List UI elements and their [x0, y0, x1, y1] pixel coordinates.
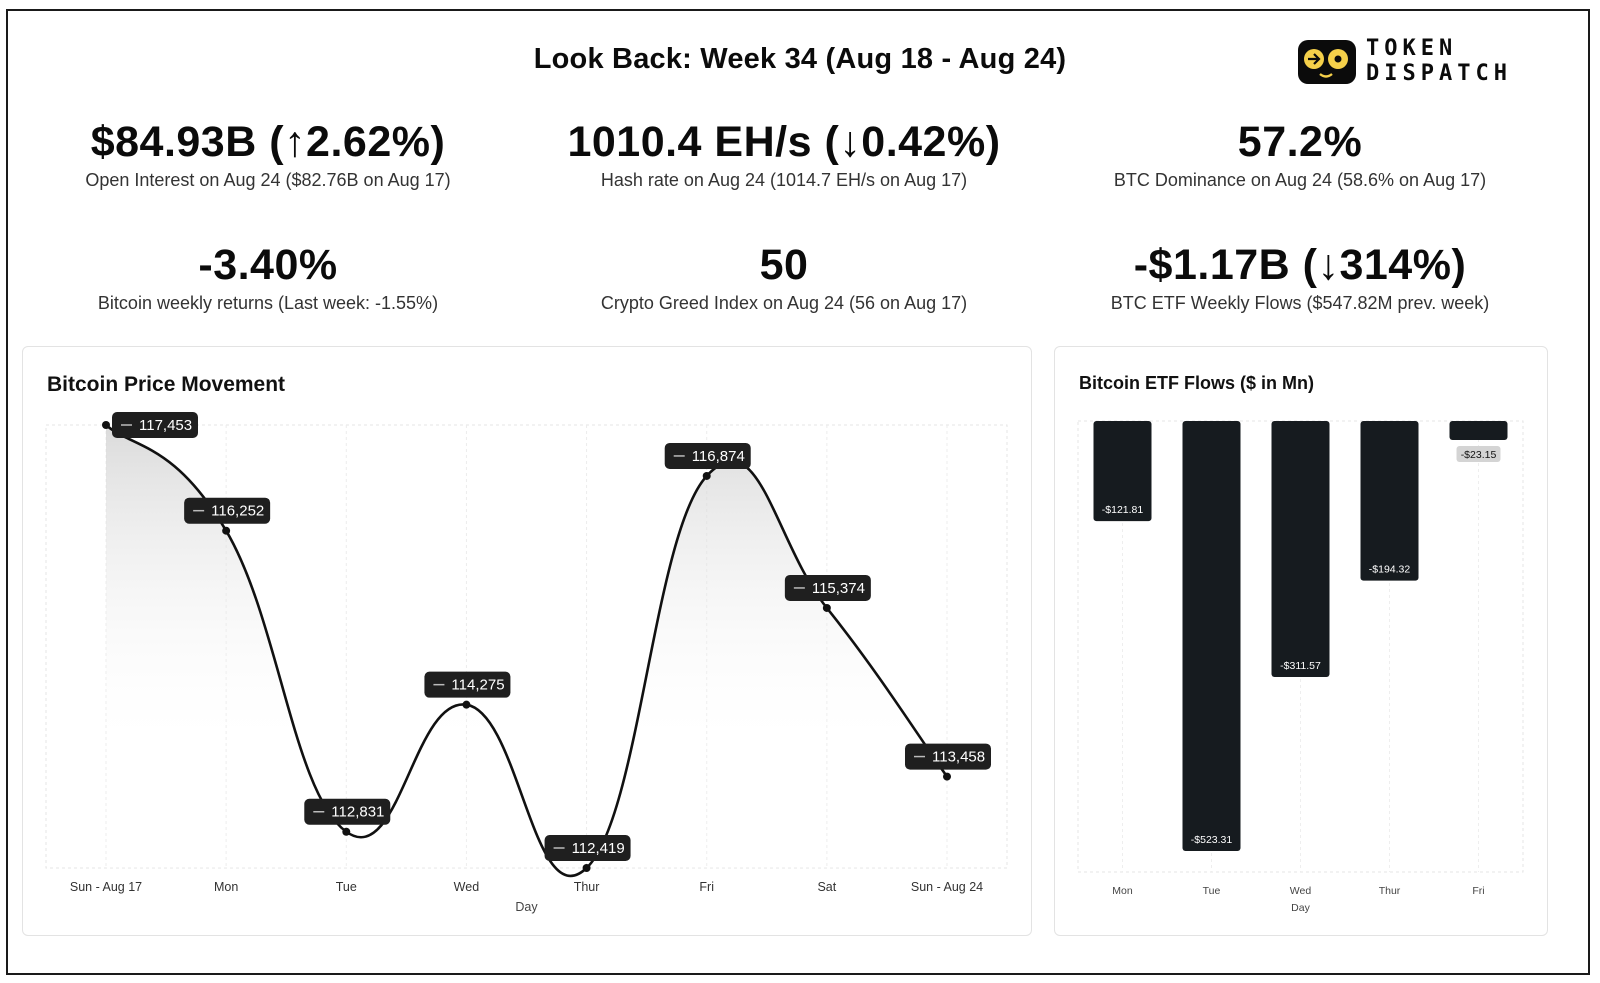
x-axis-label: Day: [515, 900, 538, 914]
etf-bar: [1360, 421, 1419, 581]
price-data-label-text: 112,419: [572, 840, 625, 857]
price-data-label-text: 115,374: [812, 580, 865, 597]
stat-weekly-returns: -3.40% Bitcoin weekly returns (Last week…: [8, 239, 528, 315]
price-data-label: 114,275: [424, 671, 511, 698]
etf-bar-group: -$194.32: [1360, 421, 1419, 581]
x-tick-label: Wed: [1290, 885, 1312, 897]
x-tick-label: Tue: [336, 880, 357, 894]
price-data-label: 112,831: [304, 798, 391, 825]
etf-chart-title: Bitcoin ETF Flows ($ in Mn): [1079, 373, 1314, 393]
etf-data-label: -$121.81: [1102, 504, 1144, 516]
stat-open-interest: $84.93B (↑2.62%) Open Interest on Aug 24…: [8, 116, 528, 192]
stat-value: -$1.17B (↓314%): [1133, 241, 1467, 289]
price-data-label: 117,453: [112, 412, 198, 438]
stat-value: 1010.4 EH/s (↓0.42%): [567, 118, 1001, 166]
price-data-label: 113,458: [905, 743, 991, 770]
token-dispatch-logo: TOKEN DISPATCH: [1298, 36, 1572, 90]
x-tick-label: Fri: [699, 880, 714, 894]
stat-value: -3.40%: [198, 241, 338, 289]
stat-label: BTC ETF Weekly Flows ($547.82M prev. wee…: [1110, 293, 1490, 313]
etf-data-label: -$194.32: [1369, 564, 1411, 576]
x-axis-label: Day: [1291, 902, 1310, 914]
etf-bar: [1182, 421, 1241, 851]
x-tick-label: Sun - Aug 24: [911, 880, 983, 894]
x-tick-label: Fri: [1472, 885, 1484, 897]
etf-bar: [1093, 421, 1152, 522]
etf-data-label: -$523.31: [1191, 834, 1233, 846]
x-tick-label: Mon: [1112, 885, 1133, 897]
stat-btc-dominance: 57.2% BTC Dominance on Aug 24 (58.6% on …: [1040, 116, 1560, 192]
etf-bar: [1271, 421, 1330, 678]
price-point: [822, 603, 831, 612]
stat-value: 57.2%: [1237, 118, 1363, 166]
price-area: [106, 425, 947, 876]
x-tick-label: Tue: [1203, 885, 1221, 897]
stat-label: Crypto Greed Index on Aug 24 (56 on Aug …: [600, 293, 968, 313]
stat-value: 50: [759, 241, 809, 289]
price-point: [102, 421, 110, 429]
stat-etf-flows: -$1.17B (↓314%) BTC ETF Weekly Flows ($5…: [1040, 239, 1560, 315]
price-data-label: 116,874: [664, 442, 751, 469]
etf-data-label: -$311.57: [1280, 660, 1321, 672]
price-point: [342, 827, 351, 836]
etf-data-label: -$23.15: [1461, 449, 1497, 461]
price-point: [462, 700, 471, 709]
report-title: Look Back: Week 34 (Aug 18 - Aug 24): [533, 43, 1067, 75]
price-data-label-text: 113,458: [932, 749, 985, 766]
x-tick-label: Thur: [574, 880, 600, 894]
logo-wordmark: TOKEN DISPATCH: [1366, 36, 1512, 86]
etf-bar-group: -$311.57: [1271, 421, 1330, 678]
stat-label: Hash rate on Aug 24 (1014.7 EH/s on Aug …: [600, 170, 968, 190]
x-tick-label: Thur: [1379, 885, 1401, 897]
stat-label: BTC Dominance on Aug 24 (58.6% on Aug 17…: [1113, 170, 1487, 190]
price-data-label: 115,374: [784, 574, 871, 601]
logo-mascot-icon: [1298, 40, 1356, 84]
etf-bar-group: -$121.81: [1093, 421, 1152, 522]
stat-greed-index: 50 Crypto Greed Index on Aug 24 (56 on A…: [524, 239, 1044, 315]
etf-bar-group: -$523.31: [1182, 421, 1241, 851]
stat-label: Open Interest on Aug 24 ($82.76B on Aug …: [85, 170, 451, 190]
x-tick-label: Sun - Aug 17: [70, 880, 142, 894]
price-data-label-text: 112,831: [331, 804, 384, 821]
price-data-label-text: 114,275: [451, 677, 504, 694]
price-chart-title: Bitcoin Price Movement: [47, 373, 286, 396]
stat-value: $84.93B (↑2.62%): [90, 118, 446, 166]
stat-hash-rate: 1010.4 EH/s (↓0.42%) Hash rate on Aug 24…: [524, 116, 1044, 192]
etf-flows-chart: -$121.81 Mon -$523.31 Tue -$311.57 Wed -$194.3…: [1077, 420, 1524, 914]
x-tick-label: Sat: [817, 880, 836, 894]
price-point: [702, 471, 711, 480]
price-point: [222, 526, 231, 535]
x-tick-label: Wed: [454, 880, 480, 894]
stat-label: Bitcoin weekly returns (Last week: -1.55…: [97, 293, 439, 313]
price-chart: 117,453 116,252 112,831 114,275 112,419 116,8…: [45, 412, 1008, 914]
price-data-label-text: 117,453: [139, 417, 192, 434]
price-data-label: 112,419: [544, 835, 631, 861]
etf-bar-group: -$23.15: [1449, 421, 1508, 463]
price-point: [582, 864, 591, 872]
price-data-label-text: 116,252: [211, 503, 264, 520]
price-data-label: 116,252: [184, 497, 271, 524]
price-line: [105, 424, 949, 878]
etf-data-label-bg: [1456, 446, 1501, 463]
price-data-label-text: 116,874: [692, 448, 745, 465]
etf-bar: [1449, 421, 1508, 441]
price-point: [943, 772, 951, 781]
x-tick-label: Mon: [214, 880, 238, 894]
